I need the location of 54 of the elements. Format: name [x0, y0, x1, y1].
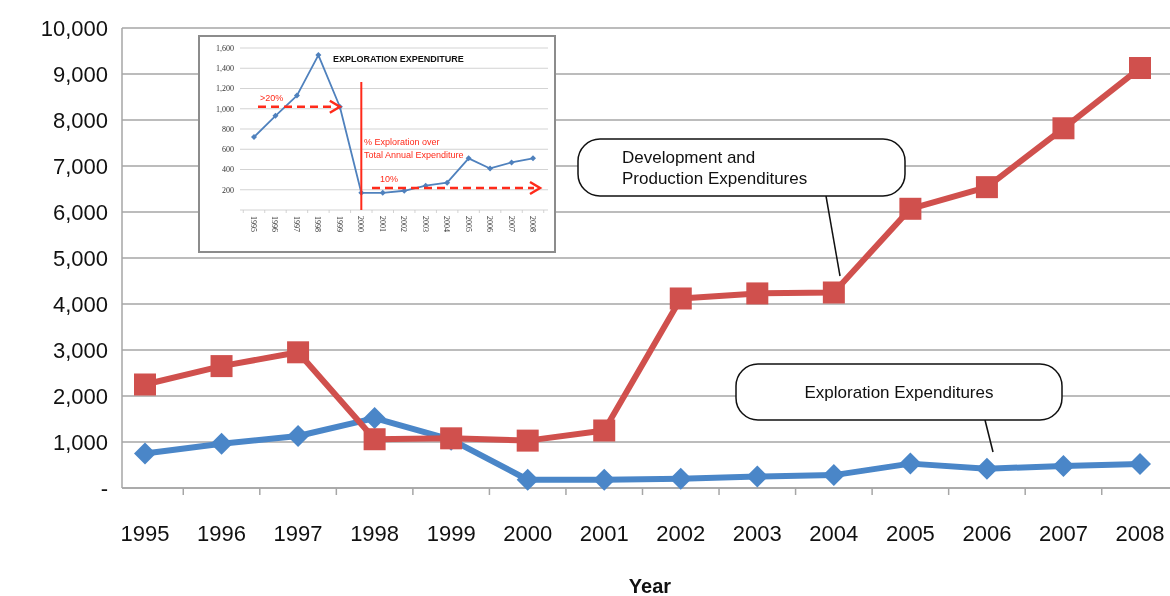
x-tick-label: 1998 — [313, 216, 323, 232]
y-tick-label: 3,000 — [52, 337, 108, 363]
x-tick-label: 2008 — [528, 216, 537, 232]
x-tick-label: 2001 — [579, 521, 629, 546]
y-tick-label: 5,000 — [52, 245, 108, 271]
x-tick-label: 1998 — [350, 521, 400, 546]
y-tick-label: 1,000 — [216, 104, 234, 114]
y-tick-label: 2,000 — [52, 383, 108, 409]
y-tick-label: 7,000 — [52, 153, 108, 179]
x-tick-label: 2000 — [503, 521, 553, 546]
x-tick-label: 2005 — [885, 521, 935, 546]
x-tick-label: 2008 — [1115, 521, 1165, 546]
annotation: % Exploration over Total Annual Expenditure — [364, 137, 464, 160]
x-tick-label: 1995 — [249, 216, 258, 232]
y-tick-label: - — [100, 475, 108, 501]
text: EXPLORATION EXPENDITURE — [333, 54, 464, 64]
y-tick-label: 800 — [222, 124, 234, 134]
y-tick-label: 10,000 — [40, 15, 108, 41]
x-tick-label: 1997 — [273, 521, 323, 546]
y-tick-label: 1,200 — [216, 84, 234, 94]
x-tick-label: 1996 — [197, 521, 247, 546]
x-tick-label: 1997 — [291, 216, 301, 232]
x-tick-label: 2004 — [442, 216, 452, 232]
x-tick-label: 2005 — [463, 216, 473, 232]
y-tick-label: 200 — [222, 185, 234, 195]
annotation: >20% — [260, 92, 284, 103]
x-tick-label: 1999 — [334, 216, 344, 232]
x-tick-label: 2002 — [656, 521, 706, 546]
x-tick-label: 2007 — [1038, 521, 1088, 546]
text: Development and Production Expenditures — [622, 147, 808, 188]
x-tick-label: 1996 — [270, 216, 280, 232]
callout-box: Development and Production Expenditures — [577, 138, 906, 277]
y-tick-label: 1,600 — [216, 43, 234, 53]
x-tick-label: 2002 — [399, 216, 409, 232]
y-tick-label: 400 — [222, 165, 234, 175]
y-tick-label: 1,400 — [216, 64, 234, 74]
y-tick-label: 600 — [222, 145, 234, 155]
annotation: 10% — [380, 174, 399, 184]
y-tick-label: 8,000 — [52, 107, 108, 133]
x-tick-label: 2006 — [485, 216, 495, 232]
x-tick-label: 2003 — [420, 216, 430, 232]
x-tick-label: 2007 — [506, 216, 516, 232]
y-tick-label: 9,000 — [52, 61, 108, 87]
x-tick-label: 2006 — [962, 521, 1012, 546]
y-tick-label: 4,000 — [52, 291, 108, 317]
x-tick-label: 1999 — [426, 521, 476, 546]
x-tick-label: 2003 — [732, 521, 782, 546]
y-tick-label: 6,000 — [52, 199, 108, 225]
y-tick-label: 1,000 — [52, 429, 108, 455]
x-axis-title: Year — [628, 575, 672, 596]
x-tick-label: 1995 — [120, 521, 170, 546]
x-tick-label: 2001 — [377, 216, 387, 232]
x-tick-label: 2004 — [809, 521, 859, 546]
x-tick-label: 2000 — [356, 216, 366, 232]
